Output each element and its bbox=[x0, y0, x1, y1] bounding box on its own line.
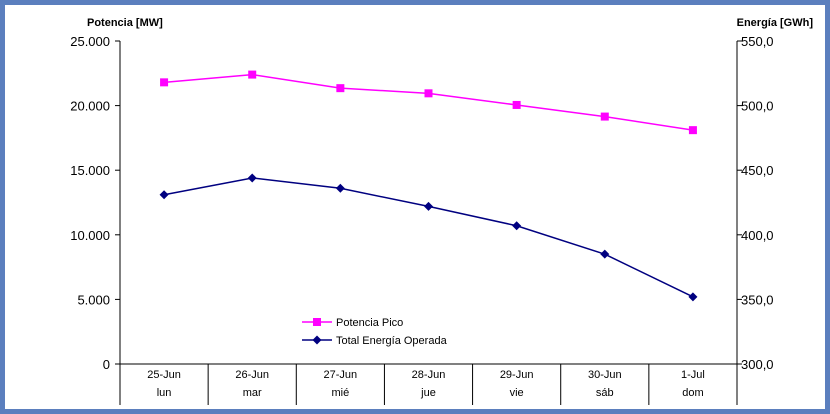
left-axis-title: Potencia [MW] bbox=[87, 17, 163, 29]
category-label: 29-Jun bbox=[500, 369, 534, 381]
data-point bbox=[335, 183, 345, 193]
legend-marker bbox=[313, 318, 321, 326]
category-day-label: mar bbox=[243, 387, 262, 399]
left-axis-ticks: 0 5.000 10.000 15.000 20.000 25.000 bbox=[70, 34, 120, 372]
category-day-label: dom bbox=[682, 387, 703, 399]
right-tick-label: 300,0 bbox=[741, 357, 774, 372]
category-day-label: mié bbox=[331, 387, 349, 399]
left-tick-label: 0 bbox=[103, 357, 110, 372]
series-group bbox=[159, 70, 698, 302]
category-label: 30-Jun bbox=[588, 369, 622, 381]
legend-label: Potencia Pico bbox=[336, 317, 403, 329]
category-day-label: lun bbox=[157, 387, 172, 399]
data-point bbox=[424, 89, 433, 98]
category-axis: 25-Jun lun 26-Jun mar 27-Jun mié 28-Jun jue 29-J… bbox=[147, 364, 705, 405]
data-point bbox=[160, 78, 169, 87]
data-point bbox=[336, 84, 345, 93]
data-point bbox=[600, 249, 610, 259]
data-point bbox=[688, 292, 698, 302]
right-tick-label: 350,0 bbox=[741, 292, 774, 307]
left-tick-label: 15.000 bbox=[70, 163, 110, 178]
category-day-label: vie bbox=[510, 387, 524, 399]
right-tick-label: 450,0 bbox=[741, 163, 774, 178]
legend: Potencia Pico Total Energía Operada bbox=[302, 317, 448, 347]
data-point bbox=[159, 190, 169, 200]
category-label: 25-Jun bbox=[147, 369, 181, 381]
right-tick-label: 400,0 bbox=[741, 228, 774, 243]
right-axis-ticks: 300,0 350,0 400,0 450,0 500,0 550,0 bbox=[737, 34, 774, 372]
left-tick-label: 20.000 bbox=[70, 99, 110, 114]
category-label: 26-Jun bbox=[235, 369, 269, 381]
legend-label: Total Energía Operada bbox=[336, 335, 448, 347]
right-tick-label: 500,0 bbox=[741, 99, 774, 114]
category-label: 1-Jul bbox=[681, 369, 705, 381]
data-point bbox=[512, 100, 521, 109]
category-day-label: sáb bbox=[596, 387, 614, 399]
left-tick-label: 25.000 bbox=[70, 34, 110, 49]
left-tick-label: 5.000 bbox=[77, 292, 110, 307]
series-line-total-energia bbox=[163, 177, 694, 298]
data-point bbox=[247, 173, 257, 183]
data-point bbox=[512, 221, 522, 231]
data-point bbox=[424, 201, 433, 211]
legend-marker bbox=[312, 335, 322, 345]
series-line-potencia-pico bbox=[164, 73, 694, 131]
category-label: 27-Jun bbox=[324, 369, 358, 381]
data-point bbox=[248, 70, 257, 79]
left-tick-label: 10.000 bbox=[70, 228, 110, 243]
category-day-label: jue bbox=[420, 387, 436, 399]
data-point bbox=[688, 126, 697, 135]
category-label: 28-Jun bbox=[412, 369, 446, 381]
axes bbox=[119, 41, 738, 405]
data-point bbox=[600, 112, 609, 121]
right-axis-title: Energía [GWh] bbox=[737, 17, 814, 29]
right-tick-label: 550,0 bbox=[741, 34, 774, 49]
